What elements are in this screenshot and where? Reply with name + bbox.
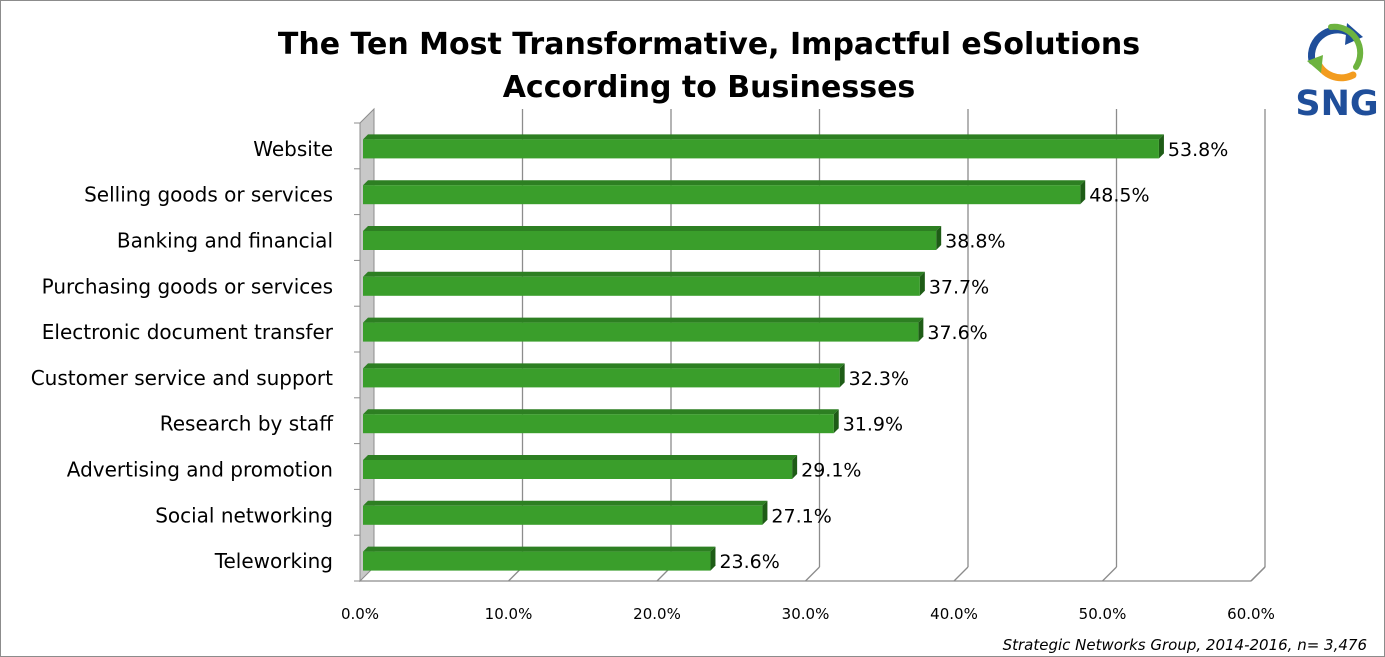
bar-face [363,460,793,479]
data-label: 23.6% [719,551,779,573]
bar-face [363,276,920,296]
bar-side [919,271,925,296]
sng-logo-text: SNG [1295,84,1378,124]
bar-face [363,231,937,250]
bar [363,546,716,571]
bar-top [363,455,798,460]
bar-side [839,363,845,388]
bar-face [363,185,1081,205]
x-tick-label: 50.0% [1079,605,1127,623]
data-label: 31.9% [843,414,903,436]
category-label: Customer service and support [31,366,333,390]
bar-side [918,317,924,342]
data-label: 38.8% [945,231,1005,253]
sng-logo-arrows-icon [1307,23,1364,82]
data-label: 37.6% [927,322,987,344]
data-label: 27.1% [771,505,831,527]
x-tick-label: 30.0% [782,605,830,623]
source-note: Strategic Networks Group, 2014-2016, n= … [1003,636,1367,654]
category-label: Teleworking [214,549,333,573]
bar [363,180,1086,205]
category-label: Research by staff [160,412,335,436]
x-axis-edge [1250,566,1266,582]
bar-top [363,409,839,415]
bar-side [792,455,798,479]
chart-title: The Ten Most Transformative, Impactful e… [278,27,1140,62]
floor-line [1102,566,1117,582]
bar [363,271,925,296]
data-label: 37.7% [929,276,989,298]
bar-face [363,368,840,388]
bar-side [1080,180,1086,205]
bars-layer [363,134,1164,571]
bar-top [363,271,925,277]
data-label: 48.5% [1089,185,1149,207]
category-label: Purchasing goods or services [42,274,333,298]
bar-side [1158,134,1164,159]
bar-top [363,546,716,552]
category-label: Website [253,137,333,161]
bar-side [710,546,716,571]
bar-side [833,409,839,434]
data-label: 53.8% [1168,139,1228,161]
chart-subtitle: According to Businesses [503,70,916,105]
bar [363,500,768,525]
value-labels: 53.8% 48.5% 38.8% 37.7% 37.6% 32.3% 31.9% 29.1%… [719,139,1228,573]
x-tick-label: 60.0% [1227,605,1275,623]
data-label: 32.3% [849,368,909,390]
category-label: Electronic document transfer [42,320,334,344]
x-tick-label: 0.0% [341,605,379,623]
bar-face [363,414,834,434]
bar-face [363,139,1159,159]
bar-top [363,500,768,506]
bar [363,409,839,434]
bar-face [363,551,711,571]
category-label: Social networking [155,503,333,527]
bar [363,134,1164,159]
category-label: Advertising and promotion [67,458,333,482]
bar-top [363,317,924,323]
bar-side [762,500,768,525]
category-label: Selling goods or services [84,183,333,207]
bar-top [363,134,1164,140]
bar [363,317,924,342]
x-tick-label: 10.0% [485,605,533,623]
bar-side [936,226,942,250]
sng-logo: SNG [1295,23,1379,124]
bar-top [363,363,845,369]
x-tick-label: 20.0% [633,605,681,623]
x-tick-labels: 0.0% 10.0% 20.0% 30.0% 40.0% 50.0% 60.0% [341,605,1275,623]
data-label: 29.1% [801,460,861,482]
category-label: Banking and financial [117,229,333,253]
bar-face [363,505,763,525]
bar [363,455,798,479]
bar [363,363,845,388]
floor-line [953,566,969,582]
bar-top [363,226,942,231]
bar [363,226,942,250]
category-labels: Website Selling goods or services Banking … [31,137,335,573]
bar-face [363,322,919,342]
bar-top [363,180,1086,186]
floor-line [805,566,820,582]
x-tick-label: 40.0% [930,605,978,623]
